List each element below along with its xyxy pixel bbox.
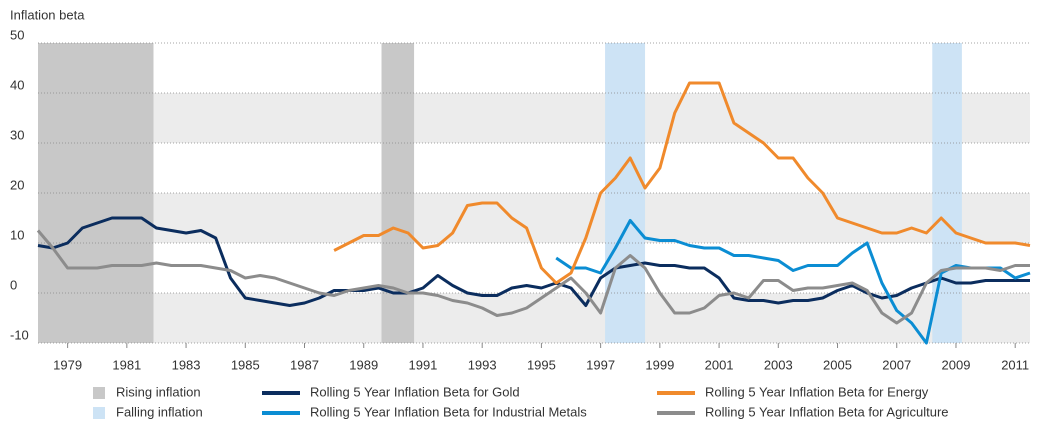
legend-label: Rolling 5 Year Inflation Beta for Gold [310,384,520,399]
x-tick-label: 2007 [882,357,911,372]
x-tick-label: 1997 [586,357,615,372]
legend-label: Rolling 5 Year Inflation Beta for Energy [705,384,929,399]
y-tick-label: 50 [10,27,24,42]
x-tick-label: 1991 [408,357,437,372]
band [38,193,1030,243]
x-tick-label: 1979 [53,357,82,372]
y-tick-label: 40 [10,77,24,92]
x-tick-label: 2005 [823,357,852,372]
series-line [37,216,1030,307]
y-axis-label: Inflation beta [10,7,85,22]
y-tick-label: 20 [10,177,24,192]
legend-label: Falling inflation [116,404,203,419]
band [38,93,1030,143]
legend-swatch [93,387,105,399]
x-tick-label: 2001 [705,357,734,372]
x-tick-label: 1981 [112,357,141,372]
x-tick-label: 1989 [349,357,378,372]
legend-label: Rolling 5 Year Inflation Beta for Indust… [310,404,587,419]
x-tick-label: 2011 [1001,357,1029,372]
x-tick-label: 1999 [645,357,674,372]
y-tick-label: 0 [10,277,17,292]
x-tick-label: 2003 [764,357,793,372]
band [38,293,1030,343]
x-tick-label: 2009 [942,357,971,372]
y-tick-label: 10 [10,227,24,242]
y-tick-label: 30 [10,127,24,142]
y-tick-label: -10 [10,327,29,342]
series-line [36,229,1030,325]
series-line [333,81,1031,285]
x-tick-label: 1995 [527,357,556,372]
legend-label: Rolling 5 Year Inflation Beta for Agricu… [705,404,949,419]
x-tick-label: 1985 [231,357,260,372]
x-tick-label: 1993 [468,357,497,372]
x-tick-label: 1983 [172,357,201,372]
x-tick-label: 1987 [290,357,319,372]
legend-swatch [93,407,105,419]
legend-label: Rising inflation [116,384,201,399]
